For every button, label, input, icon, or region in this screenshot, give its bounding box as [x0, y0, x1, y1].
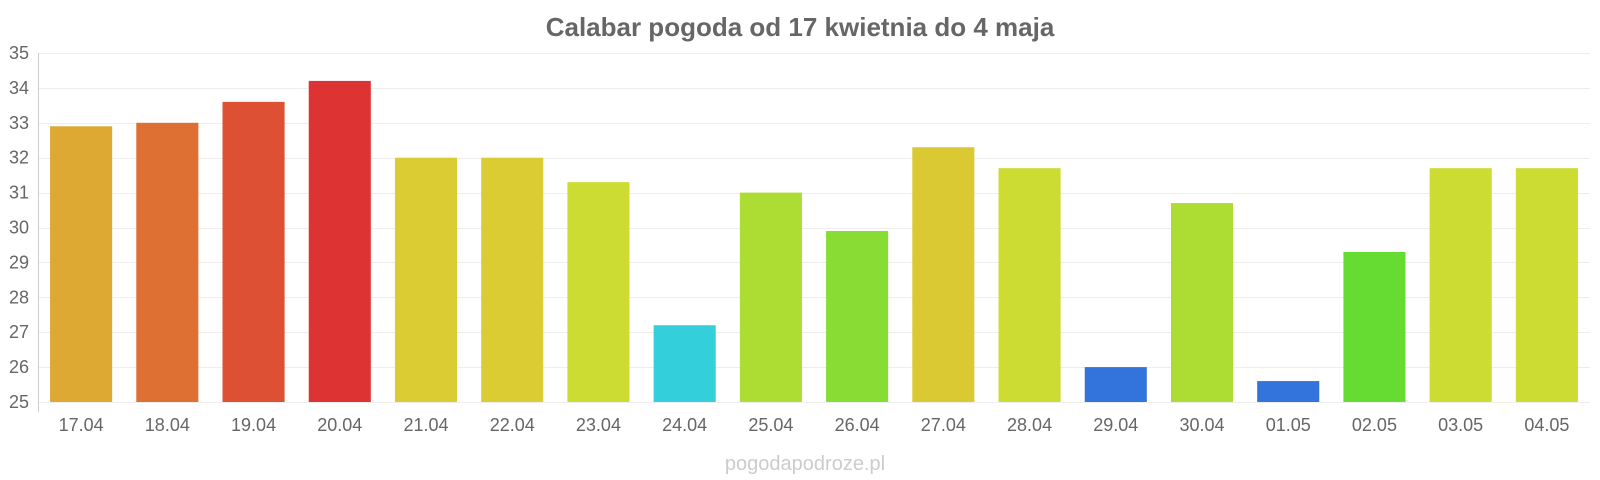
bar-03.05[interactable] — [1429, 168, 1492, 402]
bar-24.04[interactable] — [653, 325, 716, 402]
x-tick-label: 03.05 — [1438, 415, 1483, 435]
bar-23.04[interactable] — [567, 182, 630, 402]
y-tick-label: 29 — [9, 252, 29, 272]
x-tick-label: 29.04 — [1093, 415, 1138, 435]
y-tick-label: 33 — [9, 113, 29, 133]
y-tick-label: 35 — [9, 43, 29, 63]
x-tick-label: 24.04 — [662, 415, 707, 435]
x-tick-label: 20.04 — [317, 415, 362, 435]
x-axis-ticks: 17.04 18.04 19.04 20.04 21.04 22.04 23.04 24.04… — [59, 415, 1570, 435]
bar-26.04[interactable] — [826, 230, 889, 402]
bar-01.05[interactable] — [1257, 381, 1320, 402]
x-tick-label: 25.04 — [748, 415, 793, 435]
y-tick-label: 30 — [9, 218, 29, 238]
bar-20.04[interactable] — [308, 80, 371, 403]
y-axis-ticks: 25 26 27 28 29 30 31 32 33 34 35 — [9, 43, 29, 412]
x-tick-label: 27.04 — [921, 415, 966, 435]
bar-02.05[interactable] — [1343, 251, 1406, 402]
y-tick-label: 31 — [9, 183, 29, 203]
grid-lines — [38, 53, 1590, 403]
bar-27.04[interactable] — [912, 147, 975, 402]
x-tick-label: 04.05 — [1524, 415, 1569, 435]
y-tick-label: 25 — [9, 392, 29, 412]
x-tick-label: 22.04 — [490, 415, 535, 435]
watermark: pogodapodroze.pl — [725, 453, 885, 475]
bar-29.04[interactable] — [1084, 367, 1147, 402]
y-tick-label: 27 — [9, 322, 29, 342]
x-tick-label: 30.04 — [1179, 415, 1224, 435]
bar-21.04[interactable] — [394, 157, 458, 402]
bar-18.04[interactable] — [136, 122, 199, 403]
chart-title: Calabar pogoda od 17 kwietnia do 4 maja — [546, 12, 1055, 42]
x-tick-label: 19.04 — [231, 415, 276, 435]
bars — [50, 80, 1578, 403]
bar-28.04[interactable] — [998, 168, 1061, 402]
x-tick-label: 28.04 — [1007, 415, 1052, 435]
x-tick-label: 26.04 — [835, 415, 880, 435]
x-tick-label: 23.04 — [576, 415, 621, 435]
x-tick-label: 17.04 — [59, 415, 104, 435]
y-tick-label: 26 — [9, 357, 29, 377]
x-tick-label: 18.04 — [145, 415, 190, 435]
bar-19.04[interactable] — [222, 101, 285, 403]
x-tick-label: 02.05 — [1352, 415, 1397, 435]
bar-17.04[interactable] — [50, 126, 113, 402]
bar-04.05[interactable] — [1515, 168, 1578, 402]
bar-25.04[interactable] — [739, 192, 802, 402]
bar-22.04[interactable] — [481, 157, 544, 402]
y-tick-label: 32 — [9, 148, 29, 168]
x-tick-label: 01.05 — [1266, 415, 1311, 435]
x-tick-label: 21.04 — [403, 415, 448, 435]
y-tick-label: 34 — [9, 78, 29, 98]
y-tick-label: 28 — [9, 287, 29, 307]
bar-30.04[interactable] — [1170, 203, 1234, 402]
